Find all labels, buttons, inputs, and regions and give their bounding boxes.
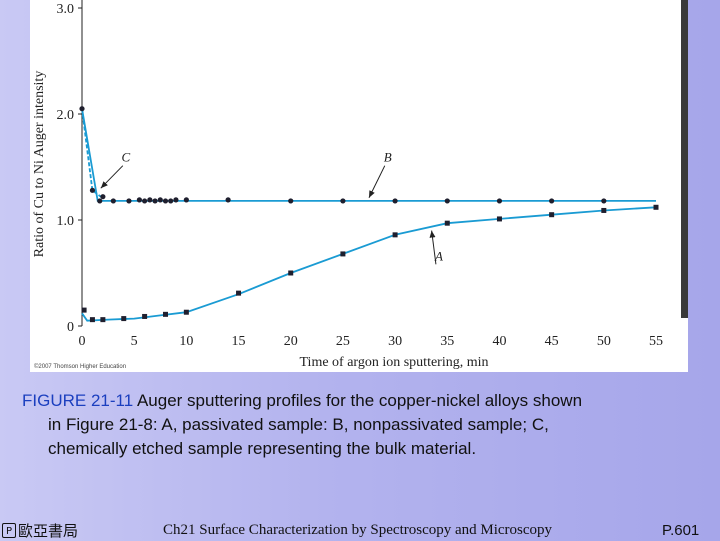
data-point-a <box>162 311 168 317</box>
y-tick-label: 2.0 <box>57 108 75 123</box>
page-number: P.601 <box>662 522 700 539</box>
data-point-b <box>549 198 555 204</box>
data-point-a <box>142 313 148 319</box>
x-tick-labels: 0 5 10 15 20 25 30 35 40 45 50 55 <box>79 334 664 349</box>
data-point-b <box>496 198 503 204</box>
data-point-b <box>392 198 398 204</box>
caption-line-2: in Figure 21-8: A, passivated sample: B,… <box>48 415 549 434</box>
data-point-b <box>136 197 142 203</box>
annotations: C B A <box>100 150 443 265</box>
data-point-b <box>173 197 179 203</box>
x-tick-label: 50 <box>597 334 611 349</box>
data-point-a <box>496 216 502 222</box>
data-point-a <box>653 204 659 210</box>
data-point-a <box>121 316 127 322</box>
y-tick-labels: 0 1.0 2.0 3.0 <box>57 2 82 335</box>
data-point-b <box>288 198 294 204</box>
figure-panel: 0 1.0 2.0 3.0 0 5 10 15 20 25 30 35 40 45 50 55 C B A Ra… <box>30 0 688 372</box>
caption-line-1: Auger sputtering profiles for the copper… <box>136 391 583 410</box>
slide-footer-title: Ch21 Surface Characterization by Spectro… <box>163 522 553 538</box>
publisher-logo: P 歐亞書局 <box>2 520 78 541</box>
data-point-a <box>288 270 294 276</box>
copyright-credit: ©2007 Thomson Higher Education <box>34 363 126 370</box>
x-tick-label: 40 <box>492 334 506 349</box>
data-point-b <box>162 198 169 204</box>
x-tick-label: 45 <box>545 334 559 349</box>
data-point-b <box>147 197 153 203</box>
data-point-b <box>340 198 346 204</box>
data-point-b <box>183 197 189 203</box>
y-tick-label: 0 <box>67 320 74 335</box>
data-point-c <box>100 194 106 200</box>
data-point-b <box>157 197 163 203</box>
data-point-a <box>100 317 106 323</box>
data-point-a <box>81 307 87 313</box>
caption-line-3: chemically etched sample representing th… <box>48 439 477 458</box>
publisher-logo-icon: P <box>2 523 16 538</box>
x-tick-label: 20 <box>284 334 298 349</box>
auger-profile-chart: 0 1.0 2.0 3.0 0 5 10 15 20 25 30 35 40 45 50 55 C B A Ra… <box>32 0 664 370</box>
x-tick-label: 15 <box>232 334 246 349</box>
data-point-b <box>97 198 103 204</box>
data-point-a <box>601 207 607 213</box>
series-lines <box>81 108 657 322</box>
annotation-label-c: C <box>121 150 130 165</box>
series-line-b <box>81 108 656 202</box>
annotation-label-a: A <box>434 248 443 263</box>
series-line-c <box>81 108 102 198</box>
annotation-arrow-c <box>100 165 124 189</box>
data-point-a <box>444 220 450 226</box>
data-point-b <box>168 198 174 204</box>
data-point-b <box>142 198 148 204</box>
data-point-a <box>183 309 189 315</box>
annotation-label-b: B <box>384 150 392 165</box>
data-point-a <box>236 290 242 296</box>
x-axis-title: Time of argon ion sputtering, min <box>300 355 489 370</box>
figure-caption: FIGURE 21-11 Auger sputtering profiles f… <box>22 389 702 461</box>
data-point-b <box>225 197 231 203</box>
data-point-b <box>126 198 132 204</box>
annotation-arrow-b <box>368 165 386 198</box>
y-tick-label: 3.0 <box>57 2 75 17</box>
x-tick-label: 5 <box>131 334 138 349</box>
data-point-b <box>110 198 116 204</box>
annotation-arrow-a <box>429 230 437 265</box>
x-tick-label: 35 <box>440 334 454 349</box>
data-point-a <box>89 317 95 323</box>
series-points <box>79 106 659 323</box>
figure-label: FIGURE 21-11 <box>22 391 134 410</box>
x-tick-label: 55 <box>649 334 663 349</box>
data-point-a <box>549 212 555 218</box>
x-tick-label: 10 <box>179 334 193 349</box>
data-point-a <box>392 232 398 238</box>
data-point-b <box>444 198 450 204</box>
y-tick-label: 1.0 <box>57 214 75 229</box>
data-point-a <box>340 251 346 257</box>
series-line-a <box>81 206 657 322</box>
data-point-b <box>601 198 607 204</box>
data-point-c <box>89 187 96 193</box>
x-tick-label: 0 <box>79 334 86 349</box>
data-point-c <box>79 106 85 112</box>
y-axis-title: Ratio of Cu to Ni Auger intensity <box>32 71 47 258</box>
x-tick-label: 25 <box>336 334 350 349</box>
publisher-name: 歐亞書局 <box>18 522 79 540</box>
x-tick-label: 30 <box>388 334 402 349</box>
data-point-b <box>152 198 158 204</box>
